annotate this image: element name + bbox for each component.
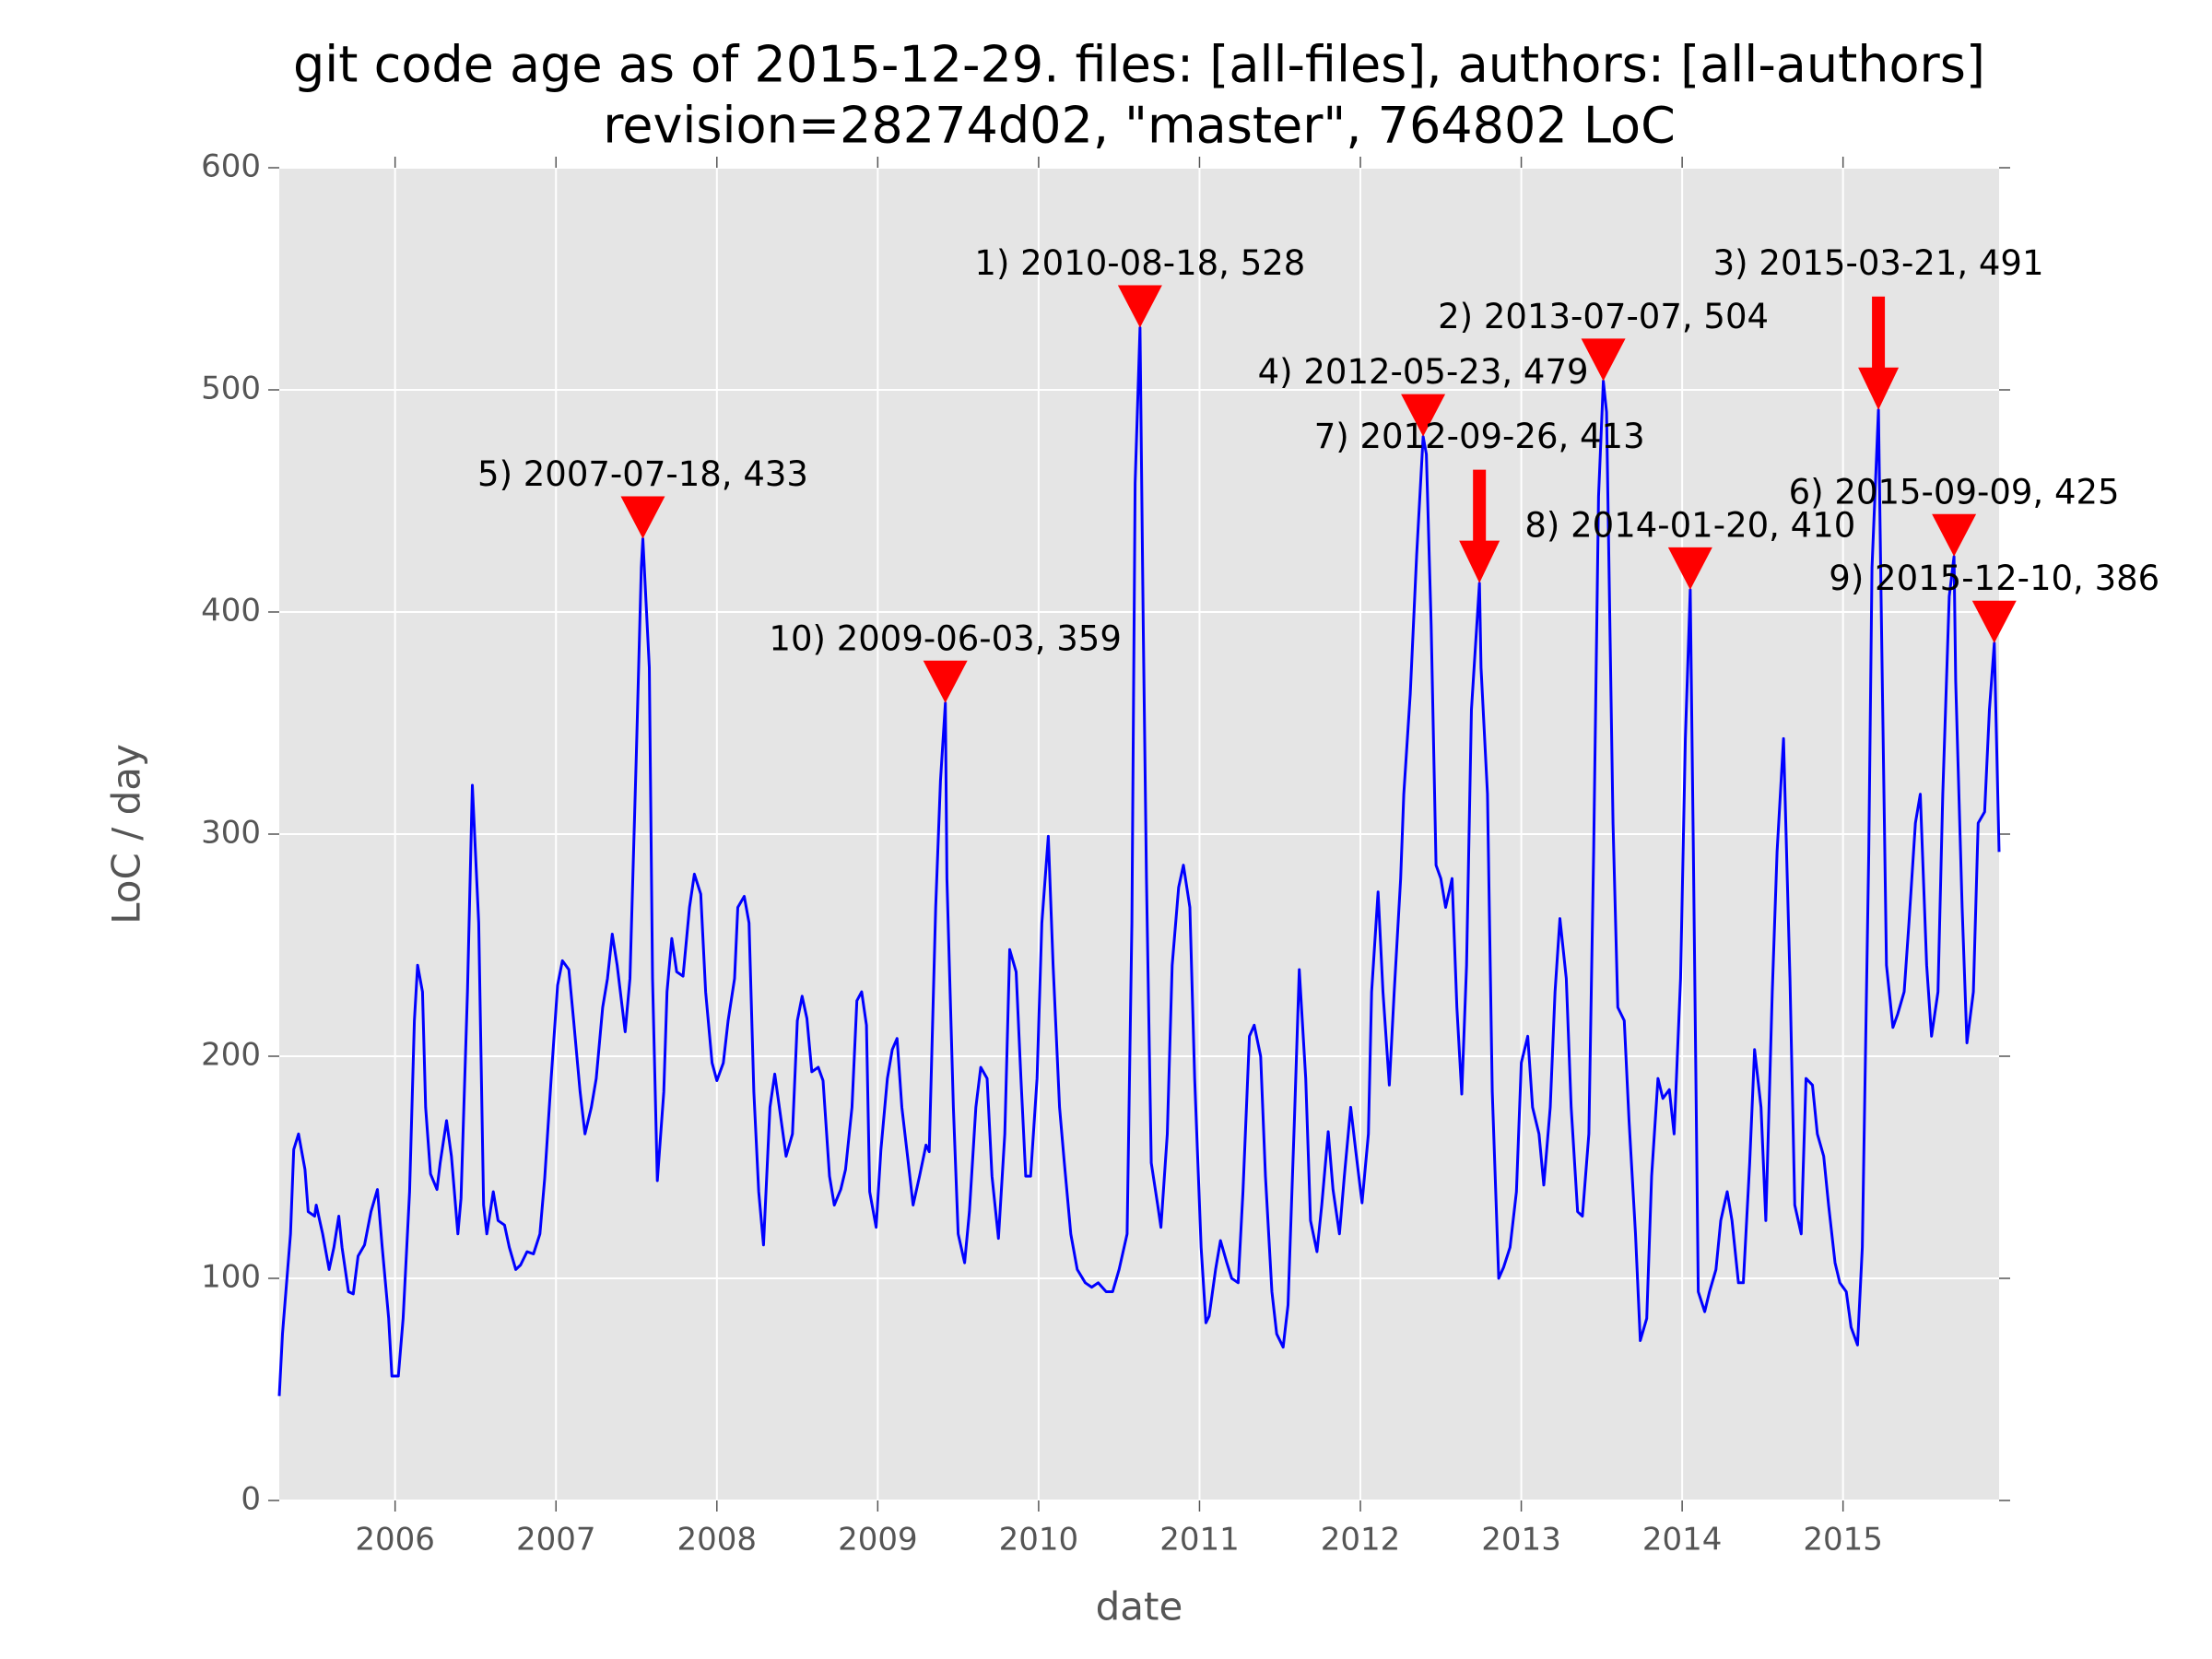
y-tick-label: 100 [201, 1259, 261, 1296]
y-tick-label: 400 [201, 593, 261, 629]
x-tick-label: 2013 [1481, 1522, 1561, 1559]
y-tick-label: 500 [201, 371, 261, 407]
annotation-marker [923, 660, 968, 703]
annotation-marker [1971, 600, 2017, 643]
y-axis-label: LoC / day [104, 744, 149, 924]
x-tick-label: 2012 [1321, 1522, 1401, 1559]
annotation-arrow [1858, 296, 1900, 410]
annotation-label: 9) 2015-12-10, 386 [1829, 559, 2159, 598]
annotation-marker [1117, 285, 1162, 328]
annotation-marker [620, 496, 665, 539]
annotation-label: 8) 2014-01-20, 410 [1524, 505, 1855, 545]
x-tick-label: 2014 [1642, 1522, 1723, 1559]
annotation-label: 1) 2010-08-18, 528 [974, 243, 1305, 283]
x-axis-label: date [1096, 1584, 1183, 1630]
annotation-label: 3) 2015-03-21, 491 [1713, 243, 2044, 283]
annotation-label: 4) 2012-05-23, 479 [1258, 352, 1589, 392]
annotation-label: 6) 2015-09-09, 425 [1789, 472, 2120, 512]
data-line [277, 326, 2001, 1396]
annotation-label: 2) 2013-07-07, 504 [1438, 297, 1769, 336]
y-tick-label: 200 [201, 1037, 261, 1074]
x-tick-label: 2009 [838, 1522, 918, 1559]
annotation-marker [1581, 338, 1626, 382]
annotation-arrow [1459, 469, 1500, 583]
chart-subtitle: revision=28274d02, "master", 764802 LoC [603, 97, 1676, 155]
y-tick-label: 300 [201, 815, 261, 852]
x-tick-label: 2006 [355, 1522, 435, 1559]
x-tick-label: 2011 [1159, 1522, 1240, 1559]
x-tick-label: 2008 [677, 1522, 758, 1559]
annotation-label: 10) 2009-06-03, 359 [769, 618, 1121, 658]
x-tick-label: 2010 [999, 1522, 1079, 1559]
annotation-marker [1932, 513, 1977, 557]
y-tick-label: 600 [201, 148, 261, 185]
x-tick-label: 2015 [1803, 1522, 1883, 1559]
annotation-label: 7) 2012-09-26, 413 [1314, 417, 1645, 456]
y-tick-label: 0 [241, 1481, 261, 1518]
chart-title: git code age as of 2015-12-29. files: [a… [293, 36, 1985, 94]
annotation-marker [1401, 394, 1446, 437]
annotation-marker [1667, 547, 1712, 590]
annotation-label: 5) 2007-07-18, 433 [477, 454, 808, 494]
x-tick-label: 2007 [516, 1522, 596, 1559]
